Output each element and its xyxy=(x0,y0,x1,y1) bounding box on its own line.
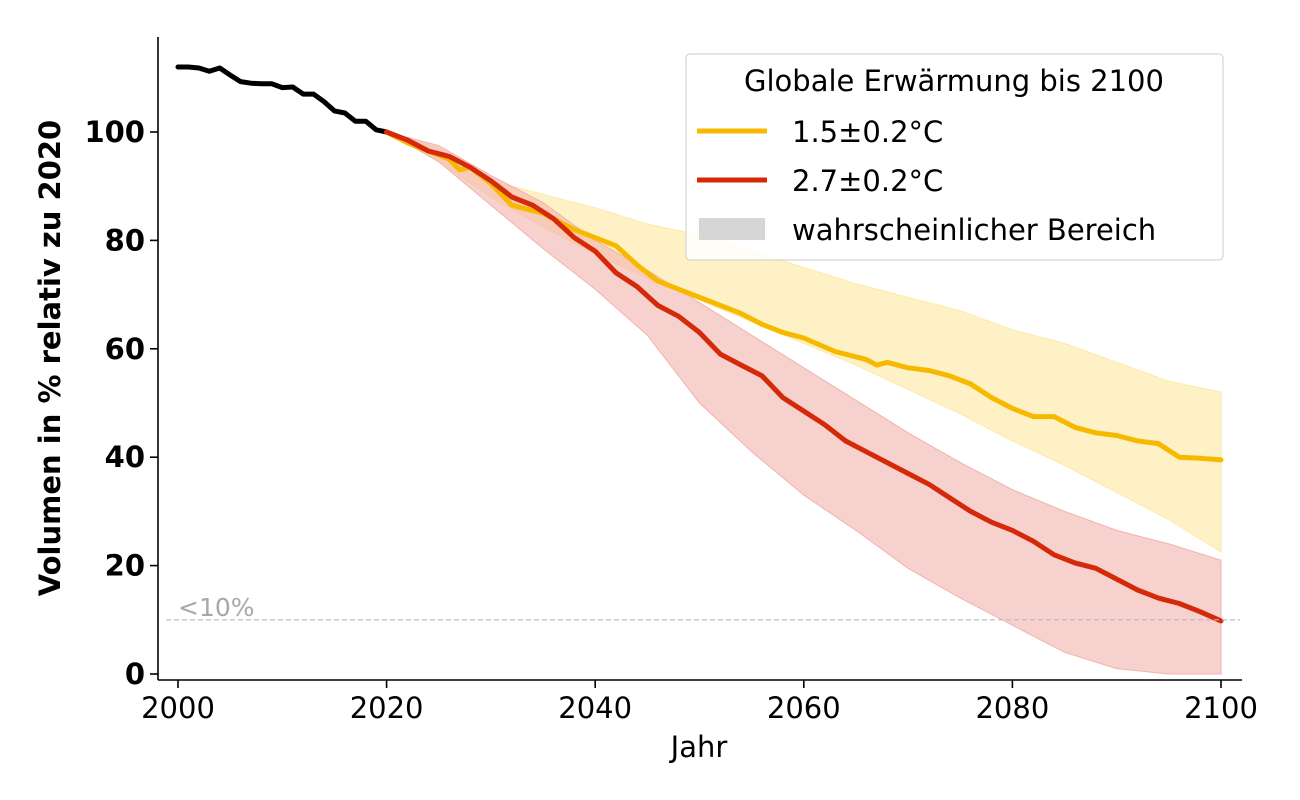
x-tick-label: 2060 xyxy=(767,691,841,725)
y-tick-label: 60 xyxy=(105,332,145,366)
plot-area xyxy=(175,64,1224,675)
x-tick-label: 2020 xyxy=(350,691,424,725)
x-tick-label: 2000 xyxy=(141,691,215,725)
y-tick-label: 0 xyxy=(125,657,145,691)
x-tick-label: 2080 xyxy=(975,691,1049,725)
series-line-s27 xyxy=(384,129,1224,624)
legend-label-1-5: 1.5±0.2°C xyxy=(792,115,943,149)
y-axis-title: Volumen in % relativ zu 2020 xyxy=(33,120,67,596)
x-tick-label: 2100 xyxy=(1184,691,1258,725)
y-tick-label: 80 xyxy=(105,223,145,257)
legend-title: Globale Erwärmung bis 2100 xyxy=(744,64,1164,98)
series-line-s15 xyxy=(384,129,1224,463)
legend-label-2-7: 2.7±0.2°C xyxy=(792,164,943,198)
x-tick-label: 2040 xyxy=(558,691,632,725)
legend-swatch-range xyxy=(699,218,765,240)
series-line-historical xyxy=(175,64,390,135)
y-tick-label: 20 xyxy=(105,549,145,583)
y-tick-label: 40 xyxy=(105,440,145,474)
threshold-label: <10% xyxy=(178,593,255,622)
legend-box xyxy=(685,53,1224,261)
legend: Globale Erwärmung bis 2100 1.5±0.2°C 2.7… xyxy=(685,53,1224,261)
legend-label-range: wahrscheinlicher Bereich xyxy=(792,213,1156,247)
threshold-annotation: <10% xyxy=(166,593,1240,622)
x-axis-title: Jahr xyxy=(669,730,728,764)
y-tick-label: 100 xyxy=(84,115,145,149)
